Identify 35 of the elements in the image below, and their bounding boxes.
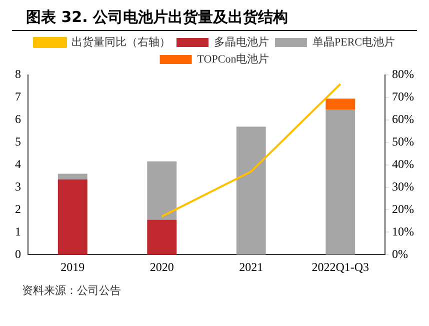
- bar: [147, 220, 177, 255]
- bar: [236, 126, 266, 255]
- legend-label: 出货量同比（右轴）: [71, 35, 170, 48]
- x-tick-label: 2019: [60, 260, 85, 274]
- x-tick-label: 2021: [239, 260, 264, 274]
- y-tick-label: 3: [15, 179, 21, 194]
- y-tick-label: 0: [15, 246, 21, 261]
- y-tick-label: 4: [15, 156, 21, 171]
- x-tick-label: 2022Q1-Q3: [312, 260, 370, 274]
- legend-label: TOPCon电池片: [197, 52, 270, 66]
- y-tick-label: 7: [15, 90, 21, 104]
- text: 资料来源：公司公告: [21, 283, 122, 298]
- y-tick-label: 2: [15, 202, 21, 216]
- bar: [326, 110, 356, 255]
- y-tick-label: 6: [15, 112, 21, 126]
- y2-tick-label: 60%: [392, 112, 414, 126]
- y2-tick-label: 40%: [392, 156, 414, 171]
- y-tick-label: 5: [15, 134, 21, 149]
- y2-tick-label: 70%: [392, 90, 414, 104]
- chart-title: 图表 32. 公司电池片出货量及出货结构: [12, 8, 417, 31]
- bar: [147, 161, 177, 220]
- y2-tick-label: 30%: [392, 179, 414, 194]
- y-tick-label: 1: [15, 224, 21, 238]
- y-tick-label: 8: [15, 67, 21, 82]
- y2-tick-label: 0%: [392, 246, 408, 261]
- y2-tick-label: 50%: [392, 134, 414, 149]
- legend-label: 多晶电池片: [214, 35, 269, 48]
- y2-tick-label: 10%: [392, 224, 414, 238]
- y2-tick-label: 80%: [392, 67, 414, 82]
- bar: [58, 174, 88, 180]
- x-tick-label: 2020: [150, 260, 174, 274]
- bar: [326, 98, 356, 110]
- bar: [58, 179, 88, 255]
- y2-tick-label: 20%: [392, 202, 414, 216]
- legend-label: 单晶PERC电池片: [312, 35, 396, 48]
